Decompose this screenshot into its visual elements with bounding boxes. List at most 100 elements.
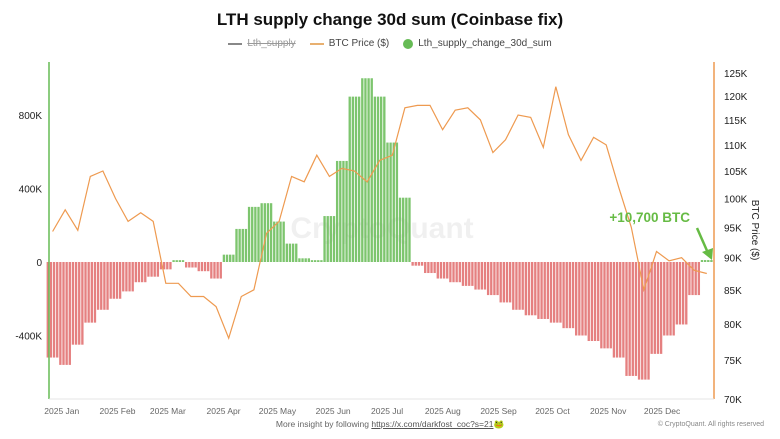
legend-line-icon [309, 42, 324, 45]
right-tick-label: 100K [724, 194, 748, 205]
legend-label: BTC Price ($) [328, 38, 390, 49]
footer: More insight by following https://x.com/… [0, 419, 780, 430]
x-tick-label: 2025 Mar [150, 406, 186, 416]
bar [71, 262, 84, 345]
bar [84, 262, 97, 323]
bar [147, 262, 160, 277]
right-tick-label: 115K [724, 116, 747, 127]
legend-label: Lth_supply_change_30d_sum [418, 38, 552, 49]
bar [449, 262, 461, 283]
bar [96, 262, 109, 310]
bar [235, 228, 248, 262]
bar [612, 262, 625, 358]
x-tick-label: 2025 Aug [425, 406, 461, 416]
bar [424, 262, 436, 274]
right-tick-label: 75K [724, 356, 742, 367]
footer-text: More insight by following [275, 419, 372, 429]
bar [436, 262, 449, 279]
legend-item-btc-price[interactable]: BTC Price ($) [309, 38, 390, 49]
frog-icon: 🐸 [493, 419, 505, 429]
bar [134, 262, 147, 283]
right-tick-label: 95K [724, 223, 742, 234]
bar [675, 262, 688, 325]
bar [210, 262, 222, 279]
legend-label: Lth_supply [247, 38, 296, 49]
bar [247, 206, 260, 262]
price-line [52, 86, 707, 341]
bar [46, 262, 59, 358]
bar [663, 262, 675, 336]
left-tick-label: 800K [19, 111, 43, 122]
bar [474, 262, 487, 290]
x-tick-label: 2025 Feb [100, 406, 136, 416]
bar [562, 262, 575, 329]
annotation-arrow-icon [695, 227, 713, 260]
x-tick-label: 2025 Oct [535, 406, 570, 416]
bar [688, 262, 701, 296]
x-tick-label: 2025 May [259, 406, 297, 416]
bar [650, 262, 663, 354]
bar [348, 96, 361, 262]
legend-dot-icon [403, 38, 414, 49]
bar [273, 221, 285, 262]
chart-title: LTH supply change 30d sum (Coinbase fix) [216, 10, 564, 29]
bar [59, 262, 71, 365]
right-tick-label: 90K [724, 254, 742, 265]
left-tick-label: 400K [19, 185, 43, 196]
x-tick-label: 2025 Jun [316, 406, 351, 416]
right-tick-label: 85K [724, 286, 742, 297]
bar [335, 160, 348, 262]
legend-line-icon [228, 42, 243, 45]
right-axis-label: BTC Price ($) [749, 200, 760, 261]
right-tick-label: 80K [724, 320, 742, 331]
x-tick-label: 2025 Jan [44, 406, 79, 416]
bar [361, 78, 373, 262]
copyright: © CryptoQuant. All rights reserved [657, 421, 764, 428]
x-tick-label: 2025 Nov [590, 406, 627, 416]
right-tick-label: 105K [724, 167, 748, 178]
bar [461, 262, 474, 286]
legend: Lth_supply BTC Price ($) Lth_supply_chan… [0, 38, 780, 49]
bar [323, 216, 336, 262]
bar [310, 260, 323, 262]
left-tick-label: -400K [15, 332, 42, 343]
bar [486, 262, 499, 296]
bar [298, 258, 311, 262]
bar [285, 243, 298, 262]
bar [637, 262, 650, 380]
bar [184, 262, 197, 268]
bar [109, 262, 122, 299]
bar [172, 260, 185, 262]
bar [549, 262, 562, 323]
x-tick-label: 2025 Sep [480, 406, 517, 416]
bar [537, 262, 550, 319]
bar [625, 262, 638, 376]
bar [499, 262, 512, 303]
right-tick-label: 120K [724, 92, 748, 103]
bar [398, 197, 411, 262]
bar [386, 142, 399, 262]
x-tick-label: 2025 Dec [644, 406, 681, 416]
left-tick-label: 0 [36, 258, 42, 269]
x-tick-label: 2025 Apr [207, 406, 241, 416]
bar [587, 262, 600, 342]
annotation-label: +10,700 BTC [609, 210, 690, 225]
bar [411, 262, 424, 266]
bar [222, 254, 235, 262]
bar [122, 262, 134, 292]
legend-item-lth-supply[interactable]: Lth_supply [228, 38, 296, 49]
right-tick-label: 110K [724, 141, 747, 152]
bar [700, 260, 713, 262]
bar [524, 262, 537, 316]
bar [159, 262, 172, 270]
bar [197, 262, 210, 272]
bar [575, 262, 587, 336]
footer-link[interactable]: https://x.com/darkfost_coc?s=21 [371, 419, 494, 429]
bar [373, 96, 386, 262]
x-tick-label: 2025 Jul [371, 406, 403, 416]
bar [512, 262, 524, 310]
legend-item-lth-change[interactable]: Lth_supply_change_30d_sum [403, 38, 552, 49]
bar [600, 262, 612, 349]
right-tick-label: 125K [724, 69, 748, 80]
